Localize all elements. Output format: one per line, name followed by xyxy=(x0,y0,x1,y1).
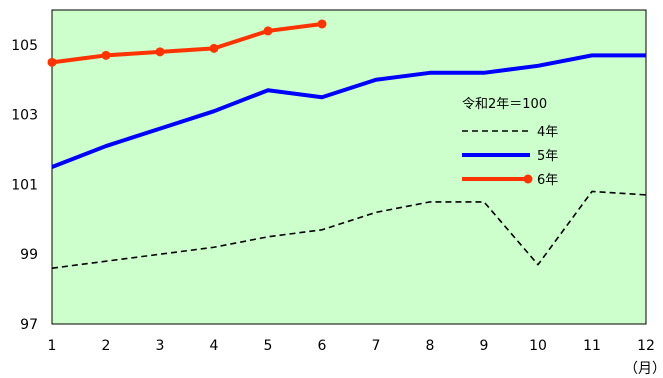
data-point xyxy=(47,57,57,67)
y-tick-label: 105 xyxy=(11,38,38,54)
series-line xyxy=(51,21,323,65)
x-tick-label: 1 xyxy=(48,338,57,354)
legend-item: 4年 xyxy=(462,125,558,140)
x-tick-label: 11 xyxy=(583,338,601,354)
legend-marker xyxy=(523,174,533,184)
legend-title: 令和2年＝100 xyxy=(462,97,547,112)
legend-label: 5年 xyxy=(537,149,558,164)
data-point xyxy=(155,47,165,57)
legend-item: 6年 xyxy=(462,173,558,188)
legend-label: 4年 xyxy=(537,125,558,140)
data-point xyxy=(263,26,273,36)
series-markers xyxy=(47,19,327,67)
y-tick-label: 103 xyxy=(11,108,38,124)
legend: 令和2年＝100 4年 5年 6年 xyxy=(462,97,558,188)
x-tick-label: 9 xyxy=(480,338,489,354)
legend-item: 5年 xyxy=(462,149,558,164)
x-tick-labels: 1 2 3 4 5 6 7 8 9 10 11 12 xyxy=(48,338,655,354)
plot-area xyxy=(51,9,647,325)
data-point xyxy=(317,19,327,29)
x-tick-label: 10 xyxy=(529,338,547,354)
y-tick-labels: 97 99 101 103 105 xyxy=(11,38,38,333)
legend-label: 6年 xyxy=(537,173,558,188)
x-tick-label: 2 xyxy=(102,338,111,354)
data-point xyxy=(209,43,219,53)
data-point xyxy=(101,50,111,60)
x-tick-label: 7 xyxy=(372,338,381,354)
x-tick-label: 3 xyxy=(156,338,165,354)
y-tick-label: 97 xyxy=(20,317,38,333)
x-tick-label: 5 xyxy=(264,338,273,354)
series-lines xyxy=(51,21,647,269)
x-tick-label: 6 xyxy=(318,338,327,354)
series-line xyxy=(51,190,647,269)
x-unit-label: （月） xyxy=(624,361,663,377)
y-tick-label: 101 xyxy=(11,177,38,193)
y-tick-label: 99 xyxy=(20,247,38,263)
x-tick-label: 4 xyxy=(210,338,219,354)
series-line xyxy=(51,53,646,169)
x-tick-label: 8 xyxy=(426,338,435,354)
x-tick-label: 12 xyxy=(637,338,655,354)
